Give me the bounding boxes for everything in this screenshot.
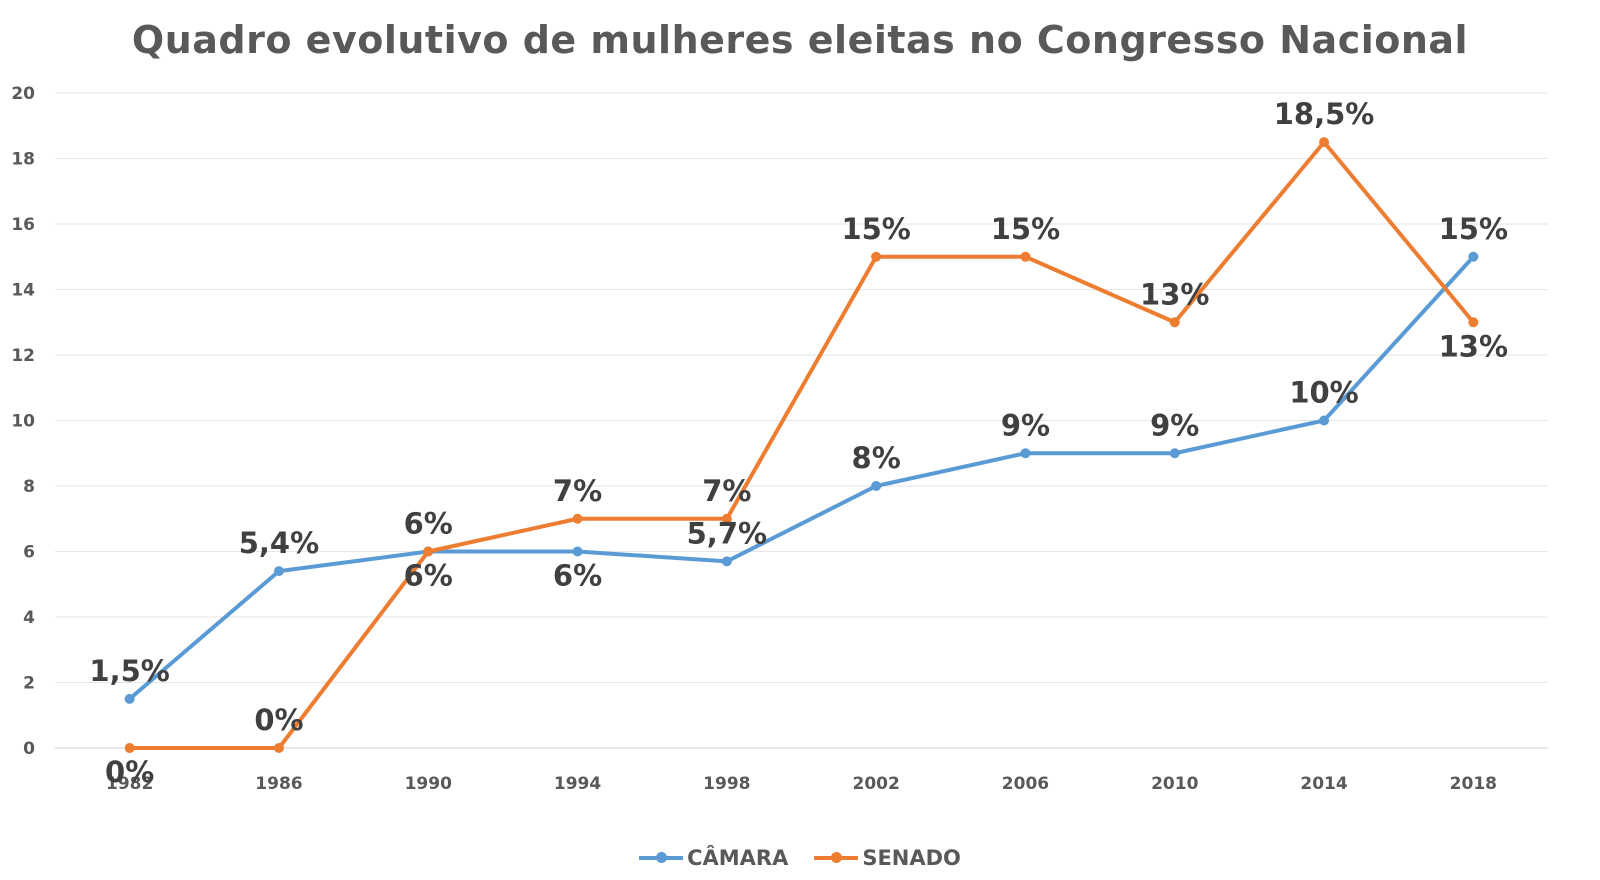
- data-point-senado: [1169, 317, 1180, 328]
- x-tick-label: 2010: [1151, 774, 1198, 794]
- y-tick-label: 6: [23, 543, 35, 563]
- x-tick-label: 1998: [703, 774, 750, 794]
- data-label-senado: 6%: [404, 507, 453, 541]
- x-tick-label: 1982: [106, 774, 153, 794]
- data-point-cmara: [1020, 448, 1031, 459]
- series-line-cmara: [127, 254, 1476, 701]
- data-label-cmara: 9%: [1001, 408, 1050, 442]
- data-label-cmara: 10%: [1289, 376, 1358, 410]
- legend-label-senado: SENADO: [862, 846, 961, 870]
- data-label-cmara: 5,7%: [687, 516, 767, 550]
- data-point-senado: [572, 513, 583, 524]
- data-point-cmara: [273, 566, 284, 577]
- data-point-senado: [871, 251, 882, 262]
- legend-swatch-senado: [814, 852, 859, 863]
- x-tick-label: 1990: [405, 774, 452, 794]
- data-label-cmara: 1,5%: [89, 654, 169, 688]
- y-tick-label: 4: [23, 608, 35, 628]
- data-label-senado: 0%: [254, 703, 303, 737]
- data-point-cmara: [1169, 448, 1180, 459]
- y-tick-label: 14: [11, 281, 35, 301]
- data-label-cmara: 6%: [553, 559, 602, 593]
- y-tick-label: 0: [23, 739, 35, 759]
- y-tick-label: 16: [11, 215, 35, 235]
- y-tick-label: 8: [23, 477, 35, 497]
- x-tick-label: 2018: [1450, 774, 1497, 794]
- data-point-cmara: [721, 556, 732, 567]
- y-axis: 0 2 4 6 8 10 12 14 16 18 20: [11, 84, 35, 759]
- data-labels: 1,5% 5,4% 6% 6% 5,7% 8% 9% 9% 10% 15% 0% 0% 6% 7% 7% 15…: [89, 97, 1508, 789]
- data-point-cmara: [1319, 415, 1330, 426]
- legend-label-camara: CÂMARA: [687, 846, 789, 870]
- data-point-senado: [1319, 137, 1330, 148]
- gridlines: [55, 92, 1548, 749]
- data-point-cmara: [124, 693, 135, 704]
- data-point-senado: [423, 546, 434, 557]
- data-label-senado: 15%: [991, 212, 1060, 246]
- x-tick-label: 2014: [1300, 774, 1347, 794]
- data-label-cmara: 15%: [1439, 212, 1508, 246]
- data-label-cmara: 9%: [1150, 408, 1199, 442]
- data-point-senado: [1468, 317, 1479, 328]
- legend-swatch-camara: [639, 852, 684, 863]
- y-tick-label: 12: [11, 346, 35, 366]
- data-label-cmara: 8%: [852, 441, 901, 475]
- data-point-cmara: [1468, 251, 1479, 262]
- legend-item-camara[interactable]: CÂMARA: [639, 846, 788, 870]
- legend: CÂMARA SENADO: [0, 846, 1600, 870]
- data-point-senado: [273, 743, 284, 753]
- x-tick-label: 1994: [554, 774, 601, 794]
- series-layer: [124, 137, 1479, 753]
- y-tick-label: 2: [23, 674, 35, 694]
- series-line-senado: [127, 140, 1476, 750]
- y-tick-label: 20: [11, 84, 35, 104]
- x-tick-label: 2002: [852, 774, 899, 794]
- data-label-senado: 13%: [1140, 277, 1209, 311]
- data-label-cmara: 5,4%: [239, 526, 319, 560]
- data-point-senado: [124, 743, 135, 753]
- data-label-senado: 0%: [105, 755, 154, 789]
- data-label-senado: 7%: [702, 474, 751, 508]
- data-point-senado: [721, 513, 732, 524]
- x-axis: 1982 1986 1990 1994 1998 2002 2006 2010 2014 2018: [106, 774, 1497, 794]
- data-label-senado: 7%: [553, 474, 602, 508]
- x-tick-label: 1986: [255, 774, 302, 794]
- data-label-cmara: 6%: [404, 559, 453, 593]
- data-point-cmara: [871, 481, 882, 491]
- chart-title: Quadro evolutivo de mulheres eleitas no …: [131, 18, 1469, 62]
- data-point-senado: [1020, 251, 1031, 262]
- x-tick-label: 2006: [1002, 774, 1049, 794]
- data-label-senado: 18,5%: [1274, 97, 1375, 131]
- data-label-senado: 13%: [1439, 329, 1508, 363]
- y-tick-label: 18: [11, 150, 35, 170]
- y-tick-label: 10: [11, 412, 35, 432]
- data-label-senado: 15%: [841, 212, 910, 246]
- data-point-cmara: [572, 546, 583, 557]
- legend-item-senado[interactable]: SENADO: [814, 846, 961, 870]
